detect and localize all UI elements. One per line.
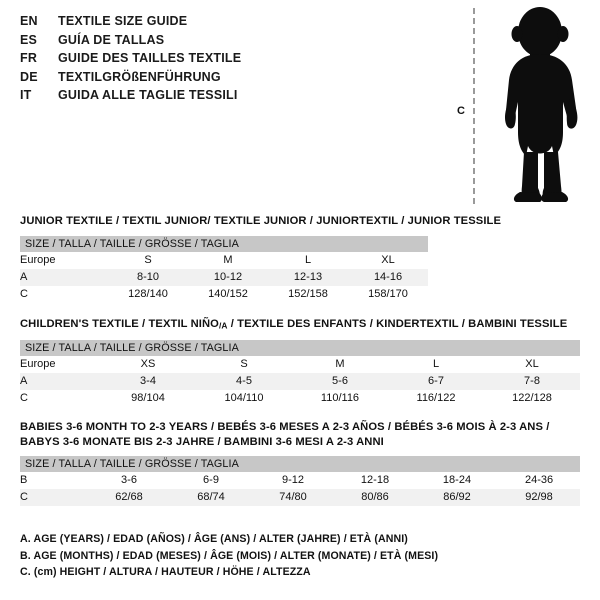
size-band-label: SIZE / TALLA / TAILLE / GRÖSSE / TAGLIA xyxy=(20,456,581,472)
cell: 98/104 xyxy=(100,390,196,407)
table-babies: SIZE / TALLA / TAILLE / GRÖSSE / TAGLIA … xyxy=(20,456,581,506)
cell: XL xyxy=(484,356,581,373)
cell: 6-7 xyxy=(388,373,484,390)
title-part-pre: CHILDREN'S TEXTILE / TEXTIL NIÑO xyxy=(20,318,219,330)
section-title-children: CHILDREN'S TEXTILE / TEXTIL NIÑO/A / TEX… xyxy=(20,317,580,333)
cell: 86/92 xyxy=(416,489,498,506)
size-band-label: SIZE / TALLA / TAILLE / GRÖSSE / TAGLIA xyxy=(20,235,429,252)
table-header-band: SIZE / TALLA / TAILLE / GRÖSSE / TAGLIA xyxy=(20,235,429,252)
row-label: B xyxy=(20,472,88,489)
language-code-es: ES xyxy=(20,32,38,47)
guide-title-it: GUIDA ALLE TAGLIE TESSILI xyxy=(58,88,238,103)
language-header: EN TEXTILE SIZE GUIDE ES GUÍA DE TALLAS … xyxy=(20,14,241,107)
table-row: C 98/104 104/110 110/116 116/122 122/128 xyxy=(20,390,581,407)
section-babies: BABIES 3-6 MONTH TO 2-3 YEARS / BEBÉS 3-… xyxy=(20,420,581,506)
legend-item-a: A. AGE (YEARS) / EDAD (AÑOS) / ÂGE (ANS)… xyxy=(20,533,408,545)
cell: 68/74 xyxy=(170,489,252,506)
cell: 9-12 xyxy=(252,472,334,489)
cell: 3-4 xyxy=(100,373,196,390)
cell: 6-9 xyxy=(170,472,252,489)
cell: 18-24 xyxy=(416,472,498,489)
cell: L xyxy=(388,356,484,373)
row-label: C xyxy=(20,285,108,303)
cell: 62/68 xyxy=(88,489,170,506)
language-row: FR GUIDE DES TAILLES TEXTILE xyxy=(20,51,241,70)
cell: 116/122 xyxy=(388,390,484,407)
cell: 128/140 xyxy=(108,285,188,303)
section-children: CHILDREN'S TEXTILE / TEXTIL NIÑO/A / TEX… xyxy=(20,317,581,407)
table-header-band: SIZE / TALLA / TAILLE / GRÖSSE / TAGLIA xyxy=(20,340,581,356)
row-label: A xyxy=(20,373,100,390)
language-row: ES GUÍA DE TALLAS xyxy=(20,33,241,52)
language-code-fr: FR xyxy=(20,51,38,66)
cell: 4-5 xyxy=(196,373,292,390)
legend: A. AGE (YEARS) / EDAD (AÑOS) / ÂGE (ANS)… xyxy=(20,531,438,581)
cell: 122/128 xyxy=(484,390,581,407)
cell: 8-10 xyxy=(108,268,188,286)
cell: M xyxy=(188,251,268,269)
cell: 3-6 xyxy=(88,472,170,489)
table-row: Europe S M L XL xyxy=(20,251,429,269)
height-figure: C xyxy=(440,0,600,210)
table-row: B 3-6 6-9 9-12 12-18 18-24 24-36 xyxy=(20,472,581,489)
language-row: IT GUIDA ALLE TAGLIE TESSILI xyxy=(20,88,241,107)
cell: 10-12 xyxy=(188,268,268,286)
title-part-post: / TEXTILE DES ENFANTS / KINDERTEXTIL / B… xyxy=(227,318,568,330)
section-junior: JUNIOR TEXTILE / TEXTIL JUNIOR/ TEXTILE … xyxy=(20,214,501,303)
cell: 12-18 xyxy=(334,472,416,489)
height-measure-label: C xyxy=(457,105,465,117)
language-row: DE TEXTILGRÖßENFÜHRUNG xyxy=(20,70,241,89)
section-title-junior: JUNIOR TEXTILE / TEXTIL JUNIOR/ TEXTILE … xyxy=(20,215,502,227)
guide-title-en: TEXTILE SIZE GUIDE xyxy=(58,14,188,28)
cell: 24-36 xyxy=(498,472,581,489)
section-title-babies-line1: BABIES 3-6 MONTH TO 2-3 YEARS / BEBÉS 3-… xyxy=(20,421,550,433)
row-label: Europe xyxy=(20,251,108,269)
cell: M xyxy=(292,356,388,373)
cell: 140/152 xyxy=(188,285,268,303)
cell: 110/116 xyxy=(292,390,388,407)
legend-item-b: B. AGE (MONTHS) / EDAD (MESES) / ÂGE (MO… xyxy=(20,549,439,562)
cell: 7-8 xyxy=(484,373,581,390)
title-part-sub: /A xyxy=(218,320,228,331)
row-label: A xyxy=(20,268,108,286)
size-band-label: SIZE / TALLA / TAILLE / GRÖSSE / TAGLIA xyxy=(20,340,581,356)
cell: XS xyxy=(100,356,196,373)
table-children: SIZE / TALLA / TAILLE / GRÖSSE / TAGLIA … xyxy=(20,340,581,407)
language-code-it: IT xyxy=(20,88,32,103)
cell: 104/110 xyxy=(196,390,292,407)
cell: 12-13 xyxy=(268,268,348,286)
cell: 152/158 xyxy=(268,285,348,303)
legend-item-c: C. (cm) HEIGHT / ALTURA / HAUTEUR / HÖHE… xyxy=(20,566,311,578)
cell: 14-16 xyxy=(348,268,429,286)
row-label: C xyxy=(20,489,88,506)
cell: XL xyxy=(348,251,429,269)
language-code-en: EN xyxy=(20,14,38,28)
cell: S xyxy=(108,251,188,269)
table-row: A 3-4 4-5 5-6 6-7 7-8 xyxy=(20,373,581,390)
cell: 74/80 xyxy=(252,489,334,506)
table-row: Europe XS S M L XL xyxy=(20,356,581,373)
toddler-silhouette-icon xyxy=(505,7,578,202)
table-row: C 62/68 68/74 74/80 80/86 86/92 92/98 xyxy=(20,489,581,506)
language-row: EN TEXTILE SIZE GUIDE xyxy=(20,14,241,33)
table-junior: SIZE / TALLA / TAILLE / GRÖSSE / TAGLIA … xyxy=(20,235,429,303)
row-label: Europe xyxy=(20,356,100,373)
guide-title-de: TEXTILGRÖßENFÜHRUNG xyxy=(58,69,221,84)
guide-title-fr: GUIDE DES TAILLES TEXTILE xyxy=(58,51,242,66)
table-row: A 8-10 10-12 12-13 14-16 xyxy=(20,268,429,286)
cell: 92/98 xyxy=(498,489,581,506)
guide-title-es: GUÍA DE TALLAS xyxy=(58,32,165,47)
cell: 158/170 xyxy=(348,285,429,303)
section-title-babies-line2: BABYS 3-6 MONATE BIS 2-3 JAHRE / BAMBINI… xyxy=(20,435,384,448)
table-row: C 128/140 140/152 152/158 158/170 xyxy=(20,285,429,303)
cell: 80/86 xyxy=(334,489,416,506)
cell: 5-6 xyxy=(292,373,388,390)
cell: L xyxy=(268,251,348,269)
cell: S xyxy=(196,356,292,373)
height-measure-line xyxy=(473,8,475,204)
row-label: C xyxy=(20,390,100,407)
table-header-band: SIZE / TALLA / TAILLE / GRÖSSE / TAGLIA xyxy=(20,456,581,472)
language-code-de: DE xyxy=(20,69,38,84)
